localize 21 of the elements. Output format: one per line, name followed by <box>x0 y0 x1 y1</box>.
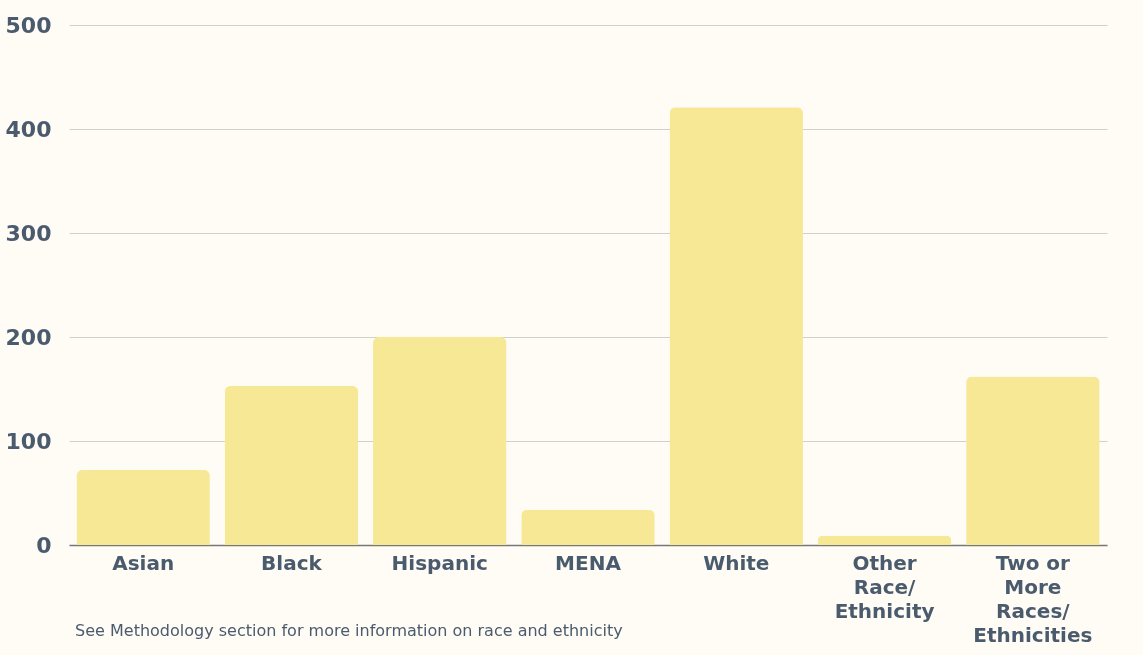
bar <box>966 376 1100 545</box>
x-tick-label: Asian <box>112 550 175 575</box>
bar <box>669 107 804 545</box>
x-tick-label: MENA <box>555 550 622 575</box>
x-tick-label: Other Race/ Ethnicity <box>834 550 935 623</box>
x-tick-label: Black <box>261 550 323 575</box>
y-tick-label: 0 <box>36 532 52 558</box>
bar <box>521 509 655 545</box>
bar <box>76 470 210 545</box>
text: See Methodology section for more information on race and ethnicity <box>75 621 623 640</box>
x-tick-label: White <box>703 550 770 575</box>
bar <box>372 337 507 545</box>
bar <box>817 535 952 545</box>
y-tick-label: 400 <box>5 116 52 142</box>
y-tick-label: 100 <box>5 428 52 454</box>
y-tick-label: 300 <box>5 220 52 246</box>
x-tick-label: Hispanic <box>391 550 488 575</box>
y-tick-label: 500 <box>5 12 52 38</box>
bar <box>224 385 359 545</box>
x-tick-label: Two or More Races/ Ethnicities <box>973 550 1093 647</box>
y-tick-label: 200 <box>5 324 52 350</box>
